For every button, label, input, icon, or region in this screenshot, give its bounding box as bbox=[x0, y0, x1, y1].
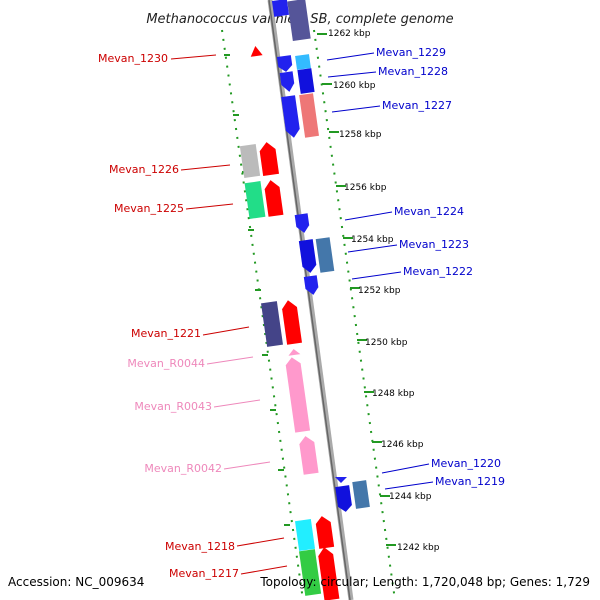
gene-label: Mevan_1222 bbox=[403, 265, 473, 278]
outer-scale-line bbox=[313, 29, 396, 600]
scale-labels: 1262 kbp 1260 kbp 1258 kbp 1256 kbp 1254… bbox=[328, 29, 440, 553]
scale-label: 1250 kbp bbox=[365, 338, 408, 348]
gene-label: Mevan_1226 bbox=[109, 163, 179, 176]
gene-feature bbox=[279, 71, 295, 92]
gene-feature bbox=[271, 0, 290, 17]
gene-feature bbox=[295, 54, 311, 70]
gene-label: Mevan_1219 bbox=[435, 475, 505, 488]
reverse-strand-genes bbox=[271, 0, 370, 512]
gene-label: Mevan_1224 bbox=[394, 205, 464, 218]
topology-text: Topology: circular; Length: 1,720,048 bp… bbox=[259, 575, 590, 589]
gene-feature bbox=[298, 239, 317, 273]
scale-tick-marks bbox=[317, 33, 396, 546]
gene-feature bbox=[288, 349, 301, 356]
gene-feature bbox=[244, 181, 266, 219]
accession-text: Accession: NC_009634 bbox=[8, 575, 144, 589]
gene-feature bbox=[318, 547, 340, 600]
gene-feature bbox=[299, 549, 322, 596]
gene-feature bbox=[285, 357, 311, 433]
gene-label: Mevan_1227 bbox=[382, 99, 452, 112]
gene-feature bbox=[287, 0, 311, 42]
gene-feature bbox=[239, 144, 261, 178]
gene-feature bbox=[335, 477, 347, 483]
gene-feature bbox=[315, 237, 335, 273]
scale-label: 1258 kbp bbox=[339, 130, 382, 140]
gene-label: Mevan_R0043 bbox=[134, 400, 212, 413]
scale-label: 1248 kbp bbox=[372, 389, 415, 399]
gene-feature bbox=[294, 519, 316, 551]
gene-feature bbox=[303, 275, 319, 295]
gene-label: Mevan_1218 bbox=[165, 540, 235, 553]
scale-label: 1254 kbp bbox=[351, 235, 394, 245]
forward-strand-genes bbox=[239, 46, 340, 600]
gene-feature bbox=[315, 516, 335, 549]
scale-label: 1246 kbp bbox=[381, 440, 424, 450]
gene-label: Mevan_R0042 bbox=[144, 462, 222, 475]
gene-feature bbox=[299, 93, 319, 138]
gene-label: Mevan_1221 bbox=[131, 327, 201, 340]
gene-feature bbox=[261, 301, 283, 347]
gene-feature bbox=[281, 95, 300, 138]
scale-label: 1256 kbp bbox=[344, 183, 387, 193]
gene-feature bbox=[282, 300, 302, 345]
gene-label: Mevan_1228 bbox=[378, 65, 448, 78]
gene-label: Mevan_1223 bbox=[399, 238, 469, 251]
scale-label: 1252 kbp bbox=[358, 286, 401, 296]
gene-feature bbox=[250, 46, 263, 57]
gene-feature bbox=[294, 213, 310, 233]
gene-labels: Mevan_1230 Mevan_1229 Mevan_1228 Mevan_1… bbox=[98, 46, 505, 580]
gene-feature bbox=[297, 68, 315, 94]
gene-label: Mevan_1229 bbox=[376, 46, 446, 59]
gene-label: Mevan_1217 bbox=[169, 567, 239, 580]
label-connectors bbox=[170, 52, 434, 575]
gene-label: Mevan_R0044 bbox=[127, 357, 205, 370]
gene-feature bbox=[276, 55, 293, 72]
scale-label: 1260 kbp bbox=[333, 81, 376, 91]
scale-label: 1244 kbp bbox=[389, 492, 432, 502]
gene-feature bbox=[264, 180, 284, 217]
gene-feature bbox=[335, 485, 352, 512]
gene-feature bbox=[299, 436, 319, 475]
gene-label: Mevan_1225 bbox=[114, 202, 184, 215]
gene-feature bbox=[259, 142, 280, 176]
scale-label: 1262 kbp bbox=[328, 29, 371, 39]
gene-label: Mevan_1220 bbox=[431, 457, 501, 470]
gene-label: Mevan_1230 bbox=[98, 52, 168, 65]
scale-label: 1242 kbp bbox=[397, 543, 440, 553]
gene-feature bbox=[352, 480, 370, 509]
inner-tick-marks bbox=[224, 54, 290, 526]
